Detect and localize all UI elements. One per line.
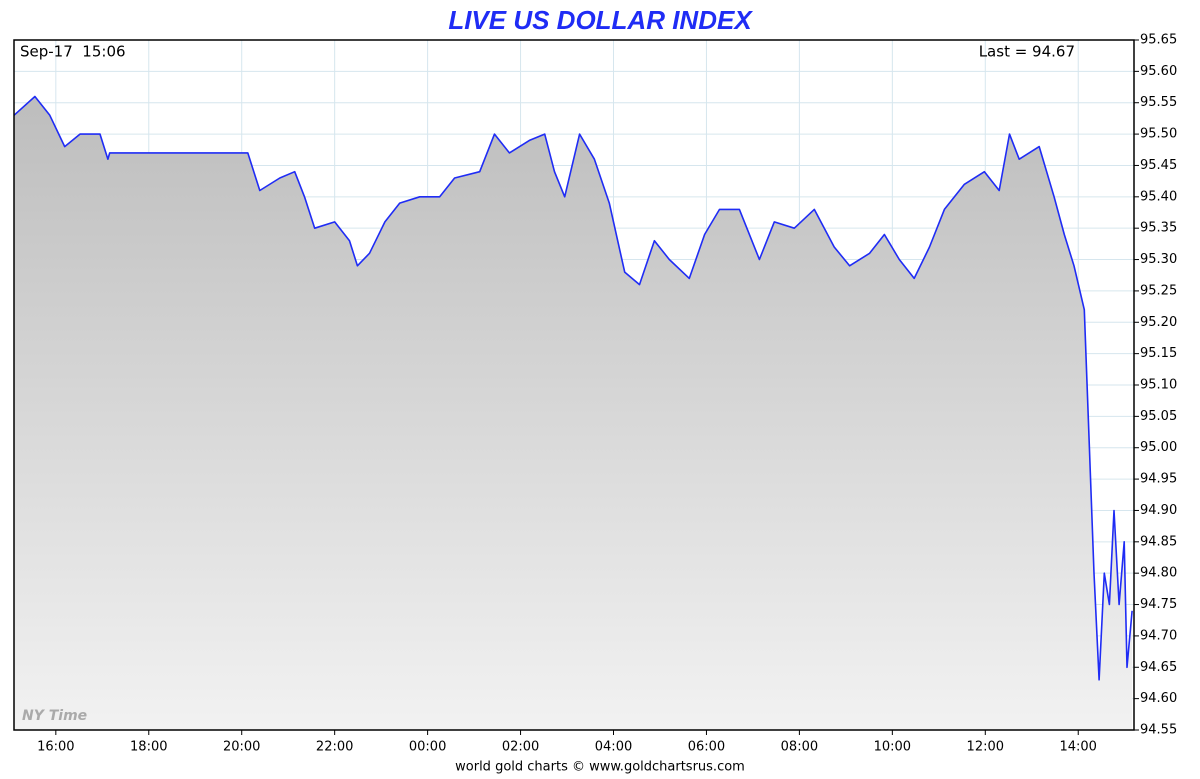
- area-layer: [13, 95, 1133, 730]
- y-tick-label: 94.80: [1140, 566, 1177, 581]
- y-tick-label: 94.60: [1140, 691, 1177, 706]
- y-tick-label: 95.30: [1140, 252, 1177, 267]
- x-tick-label: 00:00: [409, 740, 446, 755]
- y-tick-label: 95.35: [1140, 221, 1177, 236]
- x-tick-label: 10:00: [874, 740, 911, 755]
- x-tick-label: 06:00: [688, 740, 725, 755]
- x-tick-label: 04:00: [595, 740, 632, 755]
- y-tick-label: 95.50: [1140, 127, 1177, 142]
- time-zone-label: NY Time: [22, 708, 87, 724]
- y-tick-label: 95.10: [1140, 378, 1177, 393]
- x-tick-label: 08:00: [781, 740, 818, 755]
- chart-title: LIVE US DOLLAR INDEX: [448, 5, 753, 35]
- x-tick-label: 16:00: [37, 740, 74, 755]
- x-tick-label: 02:00: [502, 740, 539, 755]
- footer: world gold charts © www.goldchartsrus.co…: [455, 760, 745, 775]
- y-tick-label: 95.15: [1140, 346, 1177, 361]
- y-tick-label: 94.75: [1140, 597, 1177, 612]
- y-tick-label: 94.70: [1140, 628, 1177, 643]
- y-tick-label: 95.60: [1140, 64, 1177, 79]
- date-label: Sep-17 15:06: [20, 43, 126, 61]
- x-tick-label: 12:00: [967, 740, 1004, 755]
- last-label: Last = 94.67: [979, 43, 1075, 61]
- y-tick-label: 95.20: [1140, 315, 1177, 330]
- y-tick-label: 95.25: [1140, 283, 1177, 298]
- y-tick-label: 95.05: [1140, 409, 1177, 424]
- y-tick-label: 95.40: [1140, 189, 1177, 204]
- line: [13, 95, 1133, 681]
- y-tick-label: 94.85: [1140, 534, 1177, 549]
- y-tick-label: 95.65: [1140, 33, 1177, 48]
- x-tick-label: 18:00: [130, 740, 167, 755]
- y-tick-label: 94.90: [1140, 503, 1177, 518]
- y-tick-label: 95.45: [1140, 158, 1177, 173]
- area: [14, 96, 1133, 730]
- x-tick-label: 14:00: [1059, 740, 1096, 755]
- y-tick-label: 95.00: [1140, 440, 1177, 455]
- y-tick-label: 95.55: [1140, 95, 1177, 110]
- x-tick-label: 20:00: [223, 740, 260, 755]
- y-tick-label: 94.55: [1140, 723, 1177, 738]
- y-tick-label: 94.95: [1140, 472, 1177, 487]
- y-tick-label: 94.65: [1140, 660, 1177, 675]
- x-tick-label: 22:00: [316, 740, 353, 755]
